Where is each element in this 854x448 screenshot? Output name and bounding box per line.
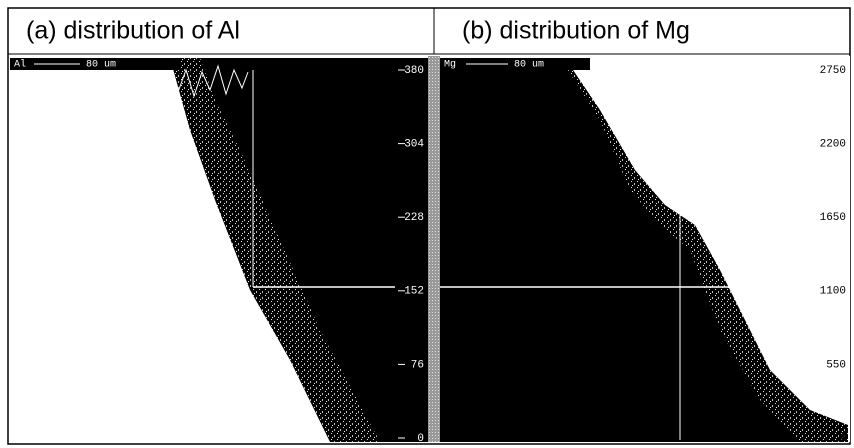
scale-value: 228 [404,212,424,224]
scale-value: 304 [404,139,424,151]
scale-value: 0 [417,433,424,445]
mg-map [440,56,850,442]
scale-value: 76 [411,359,424,371]
scale-value: 2200 [820,139,846,151]
scale-value: 2750 [820,65,846,77]
scale-label: 80 um [86,60,116,71]
scale-value: 1650 [820,212,846,224]
al-map [10,56,440,442]
scale-value: 1100 [820,286,846,298]
panel-title: (b) distribution of Mg [462,17,690,45]
scale-value: 152 [404,286,424,298]
scale-value: 380 [404,65,424,77]
scale-value: 550 [826,359,846,371]
scale-label: 80 um [514,60,544,71]
scale-value: 0 [839,433,846,445]
element-label: Al [14,59,26,71]
panel-title: (a) distribution of Al [26,17,240,45]
element-label: Mg [444,60,456,71]
